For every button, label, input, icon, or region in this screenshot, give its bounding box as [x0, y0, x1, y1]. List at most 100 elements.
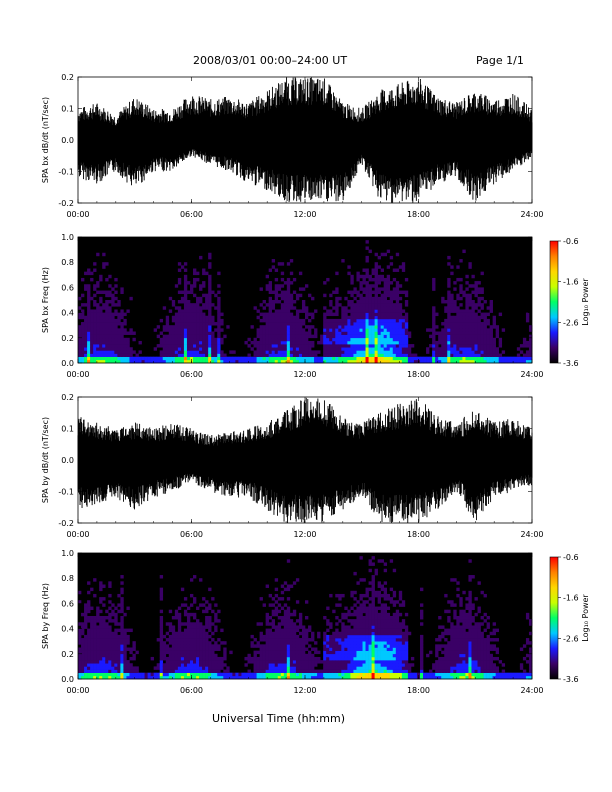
spectrogram-cell [217, 344, 221, 348]
spectrogram-cell [159, 318, 164, 323]
spectrogram-cell [105, 277, 109, 282]
spectrogram-cell [474, 318, 478, 323]
spectrogram-cell [465, 293, 469, 298]
spectrogram-cell [90, 347, 94, 351]
spectrogram-cell [298, 672, 303, 677]
spectrogram-cell [362, 322, 366, 326]
spectrogram-cell [114, 644, 118, 648]
spectrogram-cell [480, 325, 484, 329]
spectrogram-cell [205, 350, 209, 354]
spectrogram-cell [193, 347, 197, 351]
spectrogram-cell [271, 622, 276, 626]
x-tick-label: 00:00 [66, 530, 89, 539]
spectrogram-cell [208, 356, 212, 361]
spectrogram-cell [404, 634, 409, 639]
spectrogram-cell [365, 259, 369, 263]
spectrogram-cell [398, 322, 403, 326]
spectrogram-cell [108, 616, 112, 620]
spectrogram-cell [102, 344, 106, 348]
spectrogram-cell [320, 359, 324, 364]
spectrogram-cell [87, 666, 91, 670]
spectrogram-cell [392, 328, 397, 332]
spectrogram-cell [459, 337, 463, 342]
spectrogram-cell [105, 340, 109, 345]
spectrogram-cell [329, 340, 333, 345]
spectrogram-cell [292, 609, 297, 614]
spectrogram-cell [108, 309, 112, 313]
spectrogram-cell [217, 666, 221, 670]
spectrogram-cell [205, 300, 209, 304]
spectrogram-cell [332, 306, 336, 310]
spectrogram-cell [380, 622, 384, 626]
spectrogram-cell [199, 644, 203, 648]
spectrogram-cell [283, 293, 288, 298]
spectrogram-cell [274, 612, 279, 617]
spectrogram-cell [90, 660, 94, 664]
spectrogram-cell [380, 631, 384, 636]
spectrogram-cell [120, 653, 124, 658]
spectrogram-cell [271, 350, 276, 354]
spectrogram-cell [323, 312, 327, 317]
spectrogram-cell [528, 325, 533, 329]
spectrogram-cell [347, 334, 351, 339]
spectrogram-cell [359, 312, 363, 317]
spectrogram-cell [483, 337, 487, 342]
spectrogram-cell [162, 344, 167, 348]
spectrogram-cell [193, 344, 197, 348]
spectrogram-cell [447, 318, 451, 323]
spectrogram-cell [99, 322, 103, 326]
spectrogram-cell [504, 672, 509, 677]
spectrogram-cell [332, 334, 336, 339]
spectrogram-cell [123, 631, 127, 636]
spectrogram-cell [441, 350, 445, 354]
spectrogram-cell [528, 356, 533, 361]
spectrogram-cell [193, 641, 197, 645]
spectrogram-cell [183, 597, 188, 601]
spectrogram-cell [196, 619, 200, 623]
spectrogram-cell [265, 634, 269, 639]
spectrogram-cell [395, 306, 400, 310]
spectrogram-cell [383, 641, 388, 645]
page-title: 2008/03/01 00:00–24:00 UT [193, 54, 348, 67]
spectrogram-cell [438, 334, 442, 339]
spectrogram-cell [132, 672, 136, 677]
spectrogram-cell [347, 328, 351, 332]
spectrogram-cell [292, 672, 297, 677]
spectrogram-cell [202, 669, 206, 673]
spectrogram-cell [111, 619, 115, 623]
spectrogram-cell [362, 631, 366, 636]
spectrogram-cell [93, 262, 97, 266]
spectrogram-cell [359, 300, 363, 304]
spectrogram-cell [374, 634, 378, 639]
spectrogram-cell [359, 622, 363, 626]
spectrogram-cell [401, 631, 406, 636]
spectrogram-cell [250, 347, 254, 351]
spectrogram-cell [214, 641, 218, 645]
spectrogram-cell [193, 675, 197, 680]
spectrogram-cell [480, 672, 484, 677]
spectrogram-cell [383, 581, 388, 585]
spectrogram-cell [438, 675, 442, 680]
spectrogram-cell [347, 612, 351, 617]
spectrogram-cell [253, 644, 257, 648]
spectrogram-cell [183, 660, 188, 664]
spectrogram-cell [522, 672, 527, 677]
spectrogram-cell [365, 274, 369, 279]
spectrogram-cell [286, 290, 291, 294]
spectrogram-cell [159, 587, 164, 592]
spectrogram-cell [132, 669, 136, 673]
spectrogram-cell [368, 609, 372, 614]
spectrogram-cell [474, 669, 478, 673]
spectrogram-cell [383, 653, 388, 658]
spectrogram-cell [159, 675, 164, 680]
spectrogram-cell [295, 356, 300, 361]
spectrogram-cell [180, 334, 185, 339]
spectrogram-cell [180, 660, 185, 664]
spectrogram-cell [280, 663, 285, 667]
spectrogram-cell [162, 634, 167, 639]
spectrogram-cell [338, 597, 342, 601]
spectrogram-cell [214, 669, 218, 673]
spectrogram-cell [338, 663, 342, 667]
spectrogram-cell [217, 672, 221, 677]
spectrogram-cell [117, 644, 121, 648]
